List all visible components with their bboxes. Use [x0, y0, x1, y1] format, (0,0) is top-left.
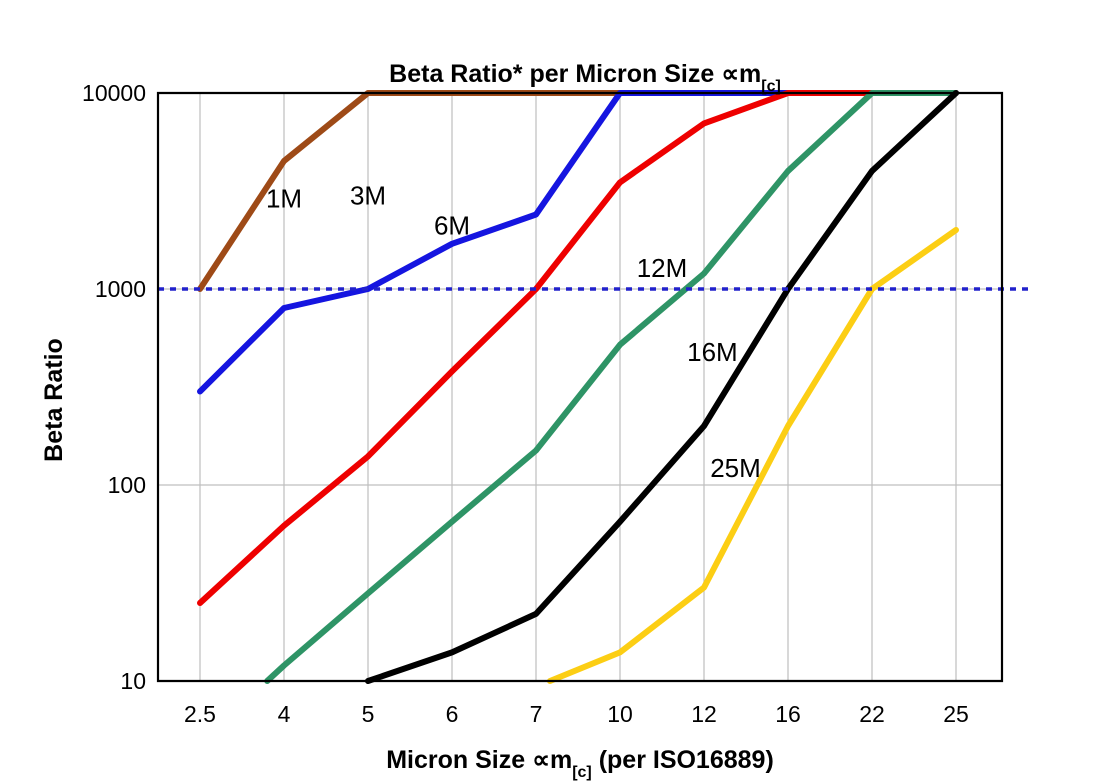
series-label-16m: 16M [687, 337, 738, 367]
x-axis-title: Micron Size ∝m[c] (per ISO16889) [386, 746, 774, 781]
x-tick-label: 2.5 [184, 701, 216, 727]
series-label-1m: 1M [266, 184, 302, 214]
series-label-3m: 3M [350, 180, 386, 210]
series-label-12m: 12M [637, 253, 688, 283]
y-axis-title: Beta Ratio [40, 338, 68, 462]
x-tick-label: 4 [278, 701, 291, 727]
chart-title: Beta Ratio* per Micron Size ∝m[c] [389, 60, 781, 95]
x-tick-label: 6 [446, 701, 459, 727]
plot-border [156, 91, 1004, 683]
y-axis-tick-labels: 10 100 1000 10000 [82, 80, 146, 694]
x-tick-label: 25 [943, 701, 969, 727]
x-tick-label: 22 [859, 701, 885, 727]
plot-frame [156, 91, 1004, 683]
x-tick-label: 16 [775, 701, 801, 727]
series-label-25m: 25M [710, 453, 761, 483]
y-tick-label: 10 [120, 668, 146, 694]
y-tick-label: 1000 [95, 276, 146, 302]
series-line-16m [365, 90, 959, 684]
y-tick-label: 10000 [82, 80, 146, 106]
x-tick-label: 5 [362, 701, 375, 727]
series-line-25m [547, 227, 959, 684]
y-tick-label: 100 [108, 472, 146, 498]
x-tick-label: 12 [691, 701, 717, 727]
x-tick-label: 7 [530, 701, 543, 727]
series-label-6m: 6M [434, 210, 470, 240]
x-tick-label: 10 [607, 701, 633, 727]
series-inline-labels: 1M 3M 6M 12M 16M 25M [266, 180, 761, 482]
series-line-12m [264, 90, 959, 684]
x-axis-tick-labels: 2.5 4 5 6 7 10 12 16 22 25 [184, 701, 969, 727]
grid-lines [158, 93, 1002, 681]
